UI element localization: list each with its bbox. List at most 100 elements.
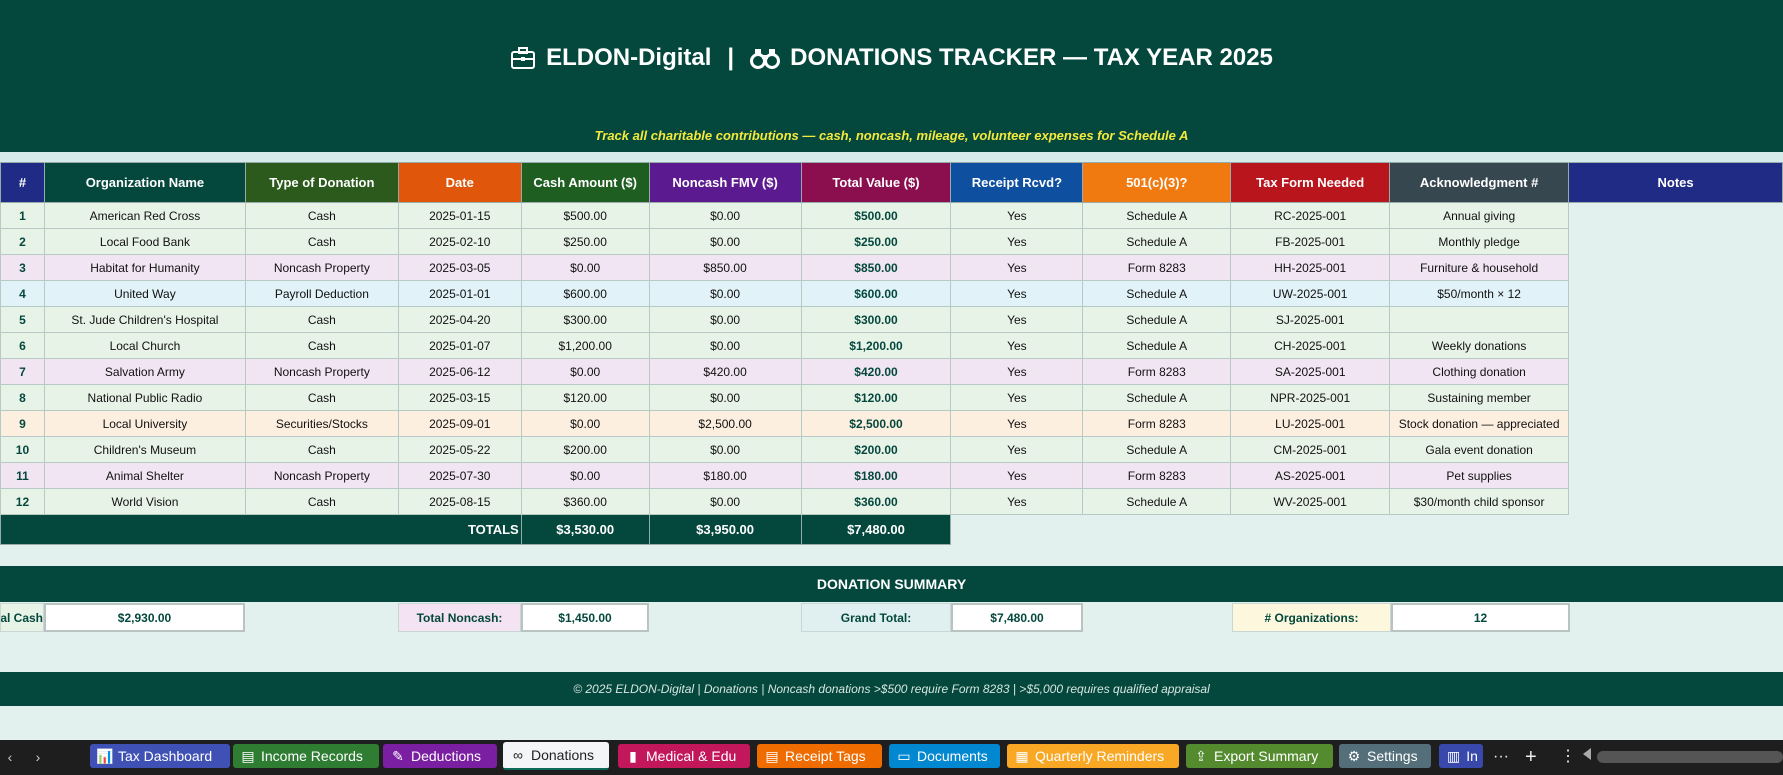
- cell-org[interactable]: Habitat for Humanity: [43, 254, 246, 281]
- cell-org[interactable]: St. Jude Children's Hospital: [43, 306, 246, 333]
- cell-c3[interactable]: Form 8283: [1082, 358, 1232, 385]
- cell-noncash[interactable]: $0.00: [648, 228, 802, 255]
- total-cash-label[interactable]: Total Cash:: [0, 603, 44, 632]
- cell-noncash[interactable]: $0.00: [648, 332, 802, 359]
- sheet-tab[interactable]: ▮ Medical & Edu: [618, 744, 750, 768]
- column-header[interactable]: Type of Donation: [244, 162, 399, 203]
- cell-n[interactable]: 4: [0, 280, 45, 307]
- cell-date[interactable]: 2025-08-15: [397, 488, 522, 515]
- cell-ack[interactable]: UW-2025-001: [1230, 280, 1391, 307]
- cell-n[interactable]: 1: [0, 202, 45, 229]
- cell-type[interactable]: Securities/Stocks: [244, 410, 399, 437]
- cell-receipt[interactable]: Yes: [950, 384, 1084, 411]
- cell-receipt[interactable]: Yes: [950, 332, 1084, 359]
- cell-ack[interactable]: AS-2025-001: [1230, 462, 1391, 489]
- sheet-menu-icon[interactable]: ⋮: [1560, 748, 1576, 765]
- cell-c3[interactable]: Schedule A: [1082, 488, 1232, 515]
- cell-cash[interactable]: $0.00: [520, 358, 650, 385]
- cell-total[interactable]: $850.00: [800, 254, 952, 281]
- cell-notes-empty[interactable]: [1568, 306, 1783, 333]
- totals-cash[interactable]: $3,530.00: [520, 514, 650, 545]
- cell-date[interactable]: 2025-05-22: [397, 436, 522, 463]
- cell-total[interactable]: $500.00: [800, 202, 952, 229]
- cell-notes-empty[interactable]: [1568, 332, 1783, 359]
- cell-type[interactable]: Cash: [244, 306, 399, 333]
- cell-noncash[interactable]: $0.00: [648, 436, 802, 463]
- cell-org[interactable]: American Red Cross: [43, 202, 246, 229]
- cell-date[interactable]: 2025-02-10: [397, 228, 522, 255]
- cell-type[interactable]: Noncash Property: [244, 254, 399, 281]
- sheet-tab[interactable]: ✎ Deductions: [383, 744, 497, 768]
- cell-org[interactable]: National Public Radio: [43, 384, 246, 411]
- total-noncash-value[interactable]: $1,450.00: [521, 603, 649, 632]
- cell-notes-empty[interactable]: [1568, 436, 1783, 463]
- cell-c3[interactable]: Schedule A: [1082, 202, 1232, 229]
- sheet-tab[interactable]: ▤ Receipt Tags: [757, 744, 882, 768]
- cell-receipt[interactable]: Yes: [950, 228, 1084, 255]
- cell-notes-empty[interactable]: [1568, 280, 1783, 307]
- cell-org[interactable]: Local Church: [43, 332, 246, 359]
- cell-noncash[interactable]: $180.00: [648, 462, 802, 489]
- cell-notes-empty[interactable]: [1568, 410, 1783, 437]
- cell-notes[interactable]: Furniture & household: [1389, 254, 1570, 281]
- cell-noncash[interactable]: $850.00: [648, 254, 802, 281]
- cell-org[interactable]: Salvation Army: [43, 358, 246, 385]
- column-header[interactable]: Date: [397, 162, 522, 203]
- cell-notes[interactable]: Stock donation — appreciated: [1389, 410, 1570, 437]
- cell-total[interactable]: $120.00: [800, 384, 952, 411]
- cell-noncash[interactable]: $0.00: [648, 202, 802, 229]
- cell-c3[interactable]: Form 8283: [1082, 462, 1232, 489]
- cell-noncash[interactable]: $0.00: [648, 384, 802, 411]
- cell-cash[interactable]: $250.00: [520, 228, 650, 255]
- cell-org[interactable]: World Vision: [43, 488, 246, 515]
- cell-cash[interactable]: $1,200.00: [520, 332, 650, 359]
- horizontal-scrollbar[interactable]: [1597, 751, 1783, 763]
- add-sheet-icon[interactable]: +: [1525, 746, 1537, 768]
- cell-date[interactable]: 2025-01-15: [397, 202, 522, 229]
- column-header[interactable]: 501(c)(3)?: [1082, 162, 1232, 203]
- cell-total[interactable]: $250.00: [800, 228, 952, 255]
- cell-c3[interactable]: Schedule A: [1082, 306, 1232, 333]
- cell-type[interactable]: Cash: [244, 228, 399, 255]
- cell-c3[interactable]: Form 8283: [1082, 410, 1232, 437]
- cell-type[interactable]: Noncash Property: [244, 462, 399, 489]
- cell-ack[interactable]: CH-2025-001: [1230, 332, 1391, 359]
- column-header[interactable]: Cash Amount ($): [520, 162, 650, 203]
- cell-notes[interactable]: $30/month child sponsor: [1389, 488, 1570, 515]
- cell-total[interactable]: $360.00: [800, 488, 952, 515]
- organizations-label[interactable]: # Organizations:: [1232, 603, 1391, 632]
- cell-ack[interactable]: CM-2025-001: [1230, 436, 1391, 463]
- cell-receipt[interactable]: Yes: [950, 462, 1084, 489]
- total-noncash-label[interactable]: Total Noncash:: [398, 603, 521, 632]
- cell-notes[interactable]: Weekly donations: [1389, 332, 1570, 359]
- cell-receipt[interactable]: Yes: [950, 254, 1084, 281]
- cell-org[interactable]: Animal Shelter: [43, 462, 246, 489]
- tab-scroll-right-icon[interactable]: ›: [35, 749, 41, 765]
- cell-n[interactable]: 9: [0, 410, 45, 437]
- totals-noncash[interactable]: $3,950.00: [648, 514, 802, 545]
- cell-notes[interactable]: Annual giving: [1389, 202, 1570, 229]
- cell-org[interactable]: United Way: [43, 280, 246, 307]
- cell-receipt[interactable]: Yes: [950, 306, 1084, 333]
- cell-cash[interactable]: $0.00: [520, 462, 650, 489]
- cell-type[interactable]: Cash: [244, 202, 399, 229]
- cell-date[interactable]: 2025-04-20: [397, 306, 522, 333]
- cell-date[interactable]: 2025-03-05: [397, 254, 522, 281]
- column-header[interactable]: Notes: [1568, 162, 1783, 203]
- sheet-tab[interactable]: ∞ Donations: [503, 742, 609, 770]
- total-cash-value[interactable]: $2,930.00: [44, 603, 245, 632]
- cell-date[interactable]: 2025-09-01: [397, 410, 522, 437]
- cell-type[interactable]: Cash: [244, 384, 399, 411]
- tab-scroll-left-icon[interactable]: ‹: [7, 749, 13, 765]
- cell-ack[interactable]: NPR-2025-001: [1230, 384, 1391, 411]
- sheet-tab[interactable]: ⇪ Export Summary: [1186, 744, 1333, 768]
- cell-receipt[interactable]: Yes: [950, 202, 1084, 229]
- sheet-tab[interactable]: ▭ Documents: [889, 744, 1000, 768]
- cell-c3[interactable]: Schedule A: [1082, 436, 1232, 463]
- cell-noncash[interactable]: $0.00: [648, 280, 802, 307]
- sheet-tab[interactable]: ⚙ Settings: [1339, 744, 1431, 768]
- cell-ack[interactable]: SJ-2025-001: [1230, 306, 1391, 333]
- cell-noncash[interactable]: $2,500.00: [648, 410, 802, 437]
- cell-receipt[interactable]: Yes: [950, 488, 1084, 515]
- cell-notes[interactable]: Pet supplies: [1389, 462, 1570, 489]
